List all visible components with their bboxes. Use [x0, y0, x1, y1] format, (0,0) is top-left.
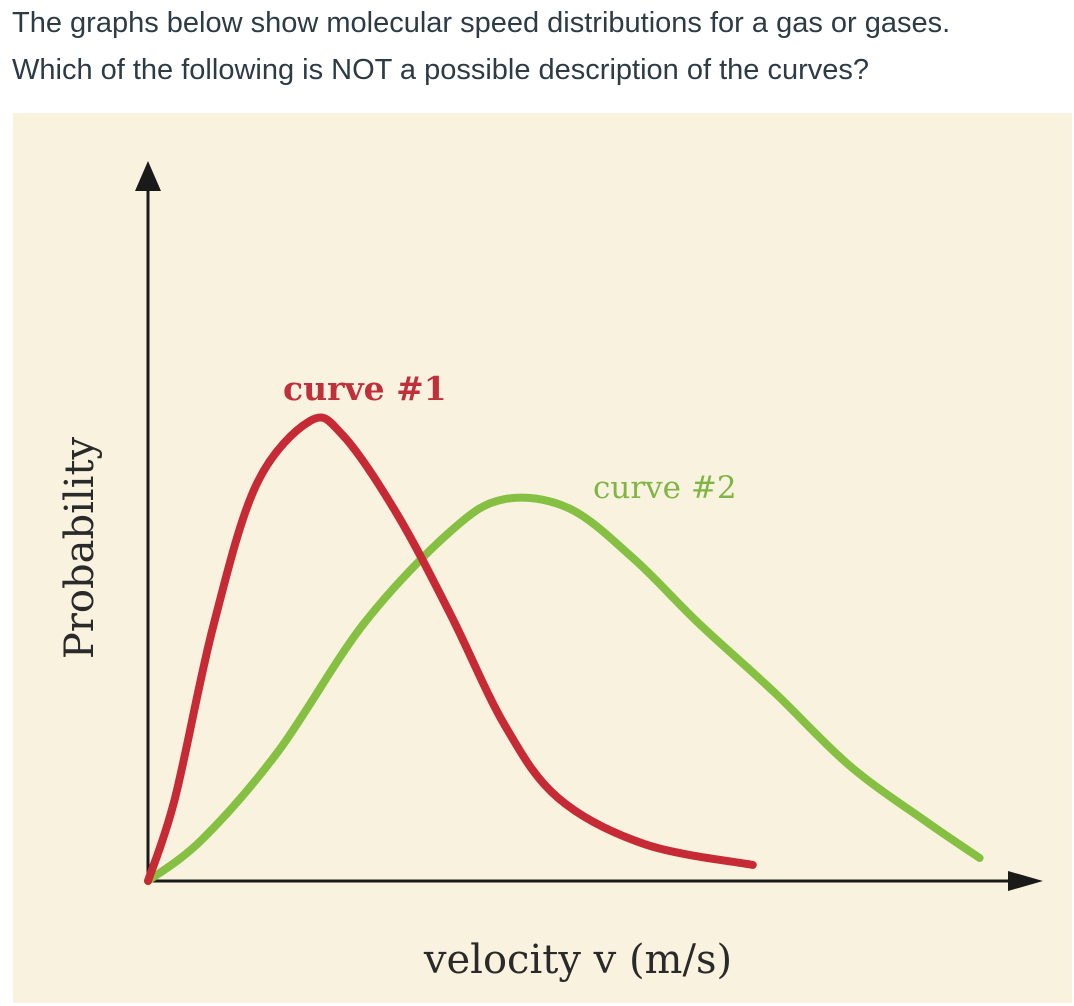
chart-background: [13, 113, 1072, 1003]
curve-2-line: [144, 493, 984, 885]
curve-1-label: curve #1: [283, 369, 447, 408]
question-text: The graphs below show molecular speed di…: [12, 0, 1062, 94]
x-axis-label: velocity v (m/s): [423, 937, 732, 983]
chart-panel: curve #1 curve #2 Probability velocity v…: [13, 113, 1072, 1003]
question-line-1: The graphs below show molecular speed di…: [12, 7, 951, 39]
curve-2-label: curve #2: [593, 470, 737, 506]
x-axis-arrow: [1008, 871, 1043, 891]
curve-1-line: [144, 413, 757, 885]
y-axis-arrow: [135, 161, 161, 191]
question-line-2: Which of the following is NOT a possible…: [12, 54, 869, 86]
speed-distribution-chart: curve #1 curve #2 Probability velocity v…: [13, 113, 1072, 1003]
y-axis-label: Probability: [57, 436, 103, 659]
